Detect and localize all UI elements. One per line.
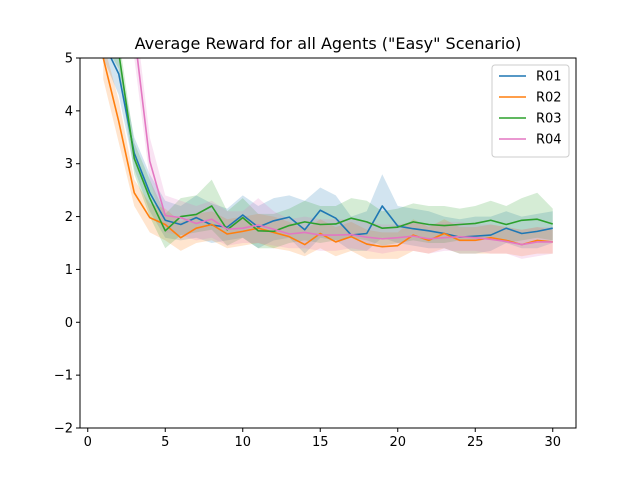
- y-tick-label: 1: [65, 263, 73, 278]
- y-tick-label: 2: [65, 210, 73, 225]
- x-tick-label: 20: [389, 435, 406, 450]
- x-tick-label: 30: [544, 435, 561, 450]
- y-tick-label: 5: [65, 52, 73, 67]
- chart-title: Average Reward for all Agents ("Easy" Sc…: [135, 34, 522, 53]
- line-r02: [102, 58, 553, 248]
- line-r03: [118, 58, 553, 233]
- y-axis: −2 −1 0 1 2 3 4 5: [54, 52, 80, 437]
- axes-frame: [79, 57, 577, 429]
- line-r01: [110, 58, 553, 238]
- legend-label-r03: R03: [536, 112, 562, 127]
- legend-box: [491, 64, 570, 158]
- band-r04: [134, 58, 553, 259]
- x-tick-label: 0: [84, 435, 92, 450]
- legend-label-r01: R01: [536, 70, 562, 85]
- legend: R01 R02 R03 R04: [491, 64, 570, 158]
- x-tick-label: 15: [312, 435, 329, 450]
- x-tick-label: 25: [467, 435, 484, 450]
- legend-label-r02: R02: [536, 91, 562, 106]
- y-tick-label: 4: [65, 104, 73, 119]
- band-r02: [103, 58, 553, 259]
- y-tick-label: 3: [65, 157, 73, 172]
- x-tick-label: 10: [234, 435, 251, 450]
- line-r04: [136, 58, 553, 246]
- y-tick-label: −2: [54, 422, 73, 437]
- x-tick-label: 5: [161, 435, 169, 450]
- series-lines: [102, 58, 553, 248]
- y-tick-label: 0: [65, 316, 73, 331]
- y-tick-label: −1: [54, 369, 73, 384]
- legend-label-r04: R04: [536, 133, 562, 148]
- x-axis: 0 5 10 15 20 25 30: [84, 428, 561, 450]
